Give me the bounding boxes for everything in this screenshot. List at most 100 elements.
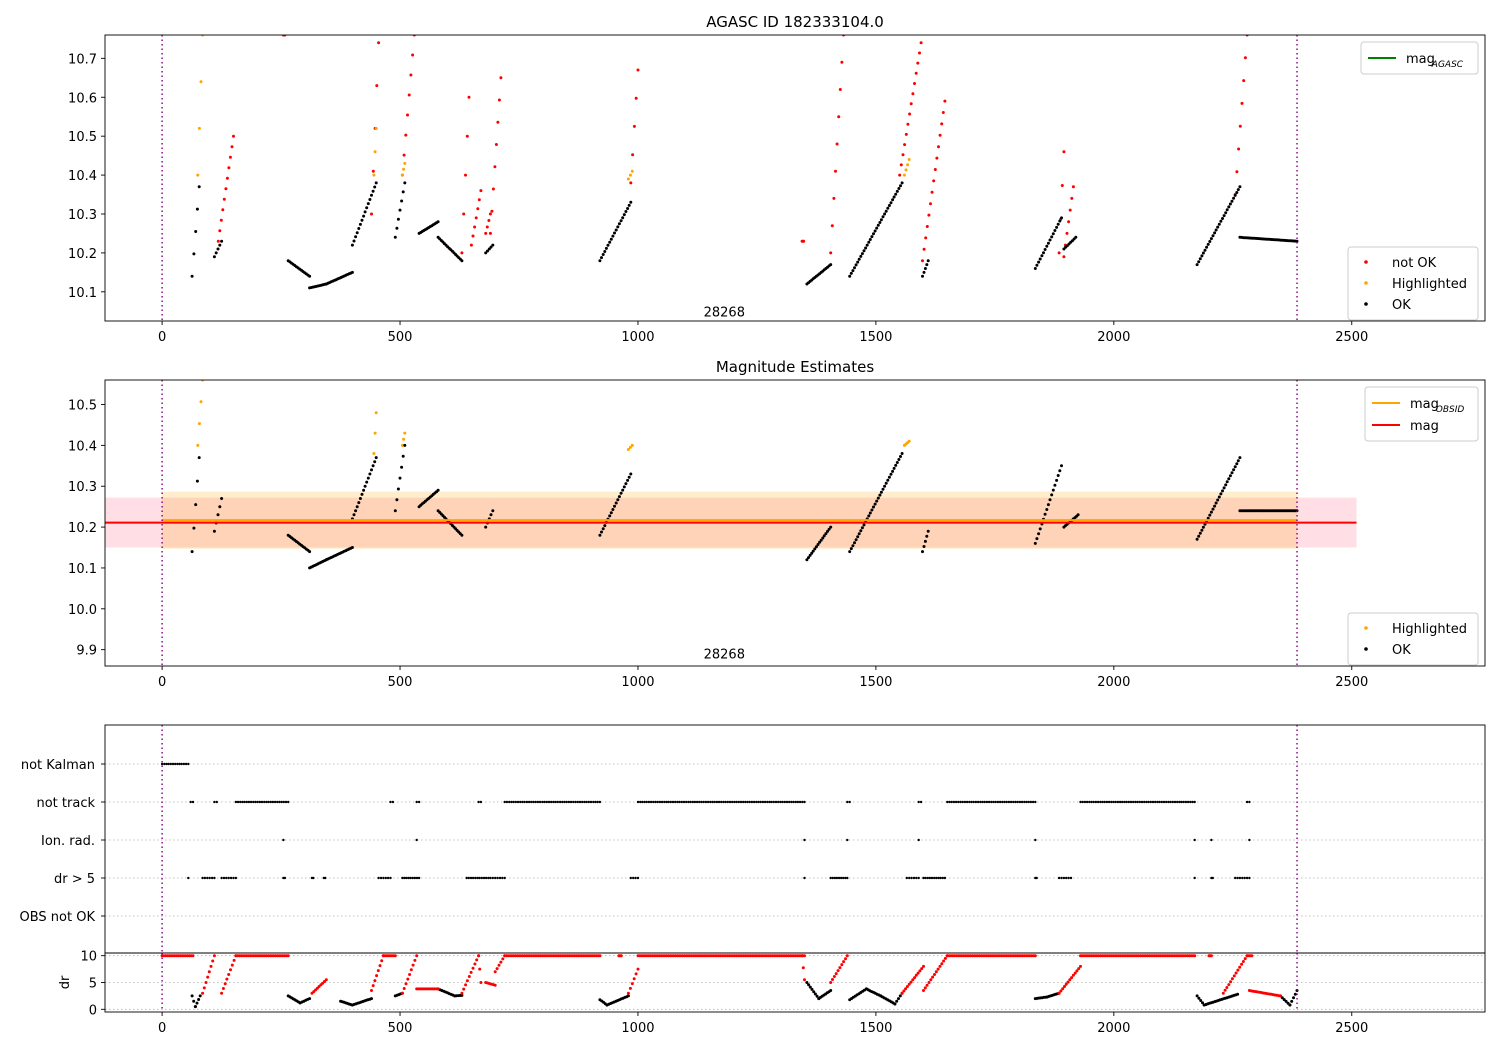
y-tick-label: 10.0 [68, 603, 97, 618]
data-point [875, 226, 879, 230]
data-point [1043, 248, 1047, 251]
flag-point [563, 800, 566, 804]
dr-point [1280, 996, 1284, 1000]
data-point [834, 169, 837, 173]
data-point [400, 465, 404, 469]
data-point [1195, 537, 1199, 541]
data-point [1209, 510, 1213, 514]
flag-point [165, 762, 168, 766]
flag-point [720, 800, 723, 804]
dr-point [920, 967, 924, 971]
flag-point [234, 800, 238, 804]
flag-point [258, 800, 262, 804]
data-point [197, 422, 201, 426]
data-point [469, 243, 473, 247]
data-point [835, 142, 839, 146]
data-point [1060, 184, 1064, 187]
flag-point [477, 800, 480, 804]
flag-point [1134, 800, 1137, 804]
flag-point [256, 800, 259, 804]
data-point [477, 198, 481, 202]
dr-point [209, 964, 213, 968]
data-point [606, 243, 610, 247]
flag-point [596, 800, 599, 804]
flag-point [1007, 800, 1011, 804]
legend-box [1347, 612, 1479, 666]
data-point [195, 479, 199, 483]
flag-point [1147, 800, 1150, 804]
data-point [813, 547, 817, 551]
flag-point [930, 876, 934, 880]
flag-point [972, 800, 975, 804]
flag-series-3 [187, 876, 1251, 880]
data-point [1040, 254, 1044, 258]
data-point [1062, 255, 1066, 259]
data-point [494, 143, 498, 146]
flag-point [1245, 876, 1249, 880]
flag-point [728, 800, 732, 804]
data-point [622, 485, 626, 489]
data-point [860, 526, 864, 530]
data-point [608, 240, 612, 244]
data-point [196, 173, 200, 177]
data-point [1240, 101, 1244, 105]
dr-point [478, 967, 482, 971]
data-point [216, 239, 220, 243]
data-point [881, 215, 885, 219]
dr-point [1199, 999, 1203, 1002]
dr-point [193, 1005, 197, 1009]
data-point [864, 246, 868, 250]
data-point [853, 541, 856, 545]
data-point [819, 538, 823, 542]
dr-point [626, 994, 630, 998]
flag-point [660, 800, 664, 804]
dr-point [634, 972, 638, 976]
flag-point [187, 876, 190, 880]
data-point [872, 505, 875, 509]
data-point [851, 269, 855, 273]
flag-point [844, 876, 847, 880]
flag-point [835, 876, 839, 880]
flag-point [505, 800, 509, 804]
flag-point [848, 800, 851, 804]
dr-point [467, 975, 471, 978]
data-point [486, 249, 489, 253]
plot-area-4 [105, 953, 1485, 1012]
data-point [1232, 468, 1236, 472]
flag-point [983, 800, 986, 804]
data-point [1216, 225, 1220, 229]
data-point [875, 499, 879, 503]
data-point [197, 456, 201, 460]
dr-point [1225, 986, 1229, 989]
flag-point [572, 800, 575, 804]
data-point [857, 257, 861, 261]
data-point [901, 153, 905, 157]
flag-point [842, 876, 845, 880]
data-point [624, 210, 628, 213]
flag-point [1180, 800, 1183, 804]
data-point [1042, 251, 1045, 255]
flag-point [1193, 838, 1196, 842]
data-point [403, 161, 407, 165]
flag-point [184, 762, 188, 766]
data-point [1206, 516, 1210, 520]
x-tick-label: 1500 [859, 1021, 892, 1036]
flag-point [1129, 800, 1133, 804]
flag-point [908, 876, 911, 880]
data-point [436, 488, 440, 492]
data-point [1222, 486, 1226, 490]
data-point [832, 196, 836, 200]
flag-point [1016, 800, 1019, 804]
data-point [197, 126, 201, 130]
flag-point [178, 762, 181, 766]
data-point [1208, 240, 1212, 243]
flag-point [803, 876, 806, 880]
x-tick-label: 0 [158, 330, 166, 345]
data-point [918, 51, 921, 55]
dr-point [1071, 973, 1075, 977]
dr-point [628, 986, 632, 990]
data-point [222, 197, 226, 201]
data-point [1056, 474, 1060, 477]
flag-point [519, 800, 522, 804]
data-point [373, 431, 377, 435]
